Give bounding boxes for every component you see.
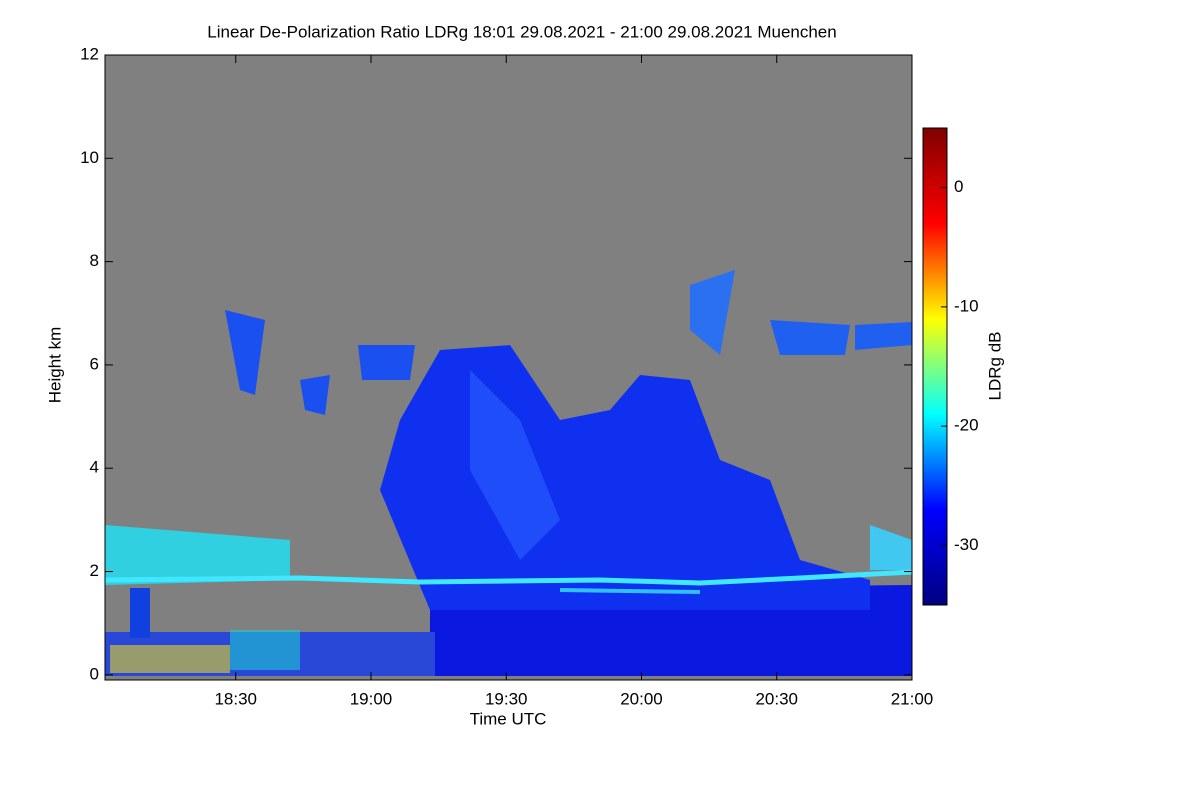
heatmap (104, 55, 913, 680)
colorbar-tick-label: -30 (954, 535, 979, 554)
y-tick-label: 2 (90, 561, 99, 580)
plot-frame (104, 54, 913, 681)
y-axis-label: Height km (45, 327, 64, 404)
y-tick-label: 4 (90, 458, 99, 477)
y-tick-label: 6 (90, 354, 99, 373)
colorbar-tick-label: -10 (954, 296, 979, 315)
y-tick-label: 10 (80, 148, 99, 167)
x-tick-label: 18:30 (214, 689, 257, 708)
y-tick-label: 0 (90, 664, 99, 683)
x-tick-label: 19:00 (350, 689, 393, 708)
colorbar-tick-label: 0 (954, 177, 963, 196)
y-tick-label: 12 (80, 44, 99, 63)
x-axis-label: Time UTC (470, 709, 547, 728)
colorbar-tick-label: -20 (954, 416, 979, 435)
x-tick-label: 20:00 (620, 689, 663, 708)
y-tick-label: 8 (90, 251, 99, 270)
colorbar-label: LDRg dB (985, 332, 1004, 401)
colorbar (922, 127, 948, 606)
x-tick-label: 21:00 (891, 689, 934, 708)
chart-title: Linear De-Polarization Ratio LDRg 18:01 … (207, 22, 836, 41)
x-tick-label: 20:30 (755, 689, 798, 708)
x-tick-label: 19:30 (485, 689, 528, 708)
